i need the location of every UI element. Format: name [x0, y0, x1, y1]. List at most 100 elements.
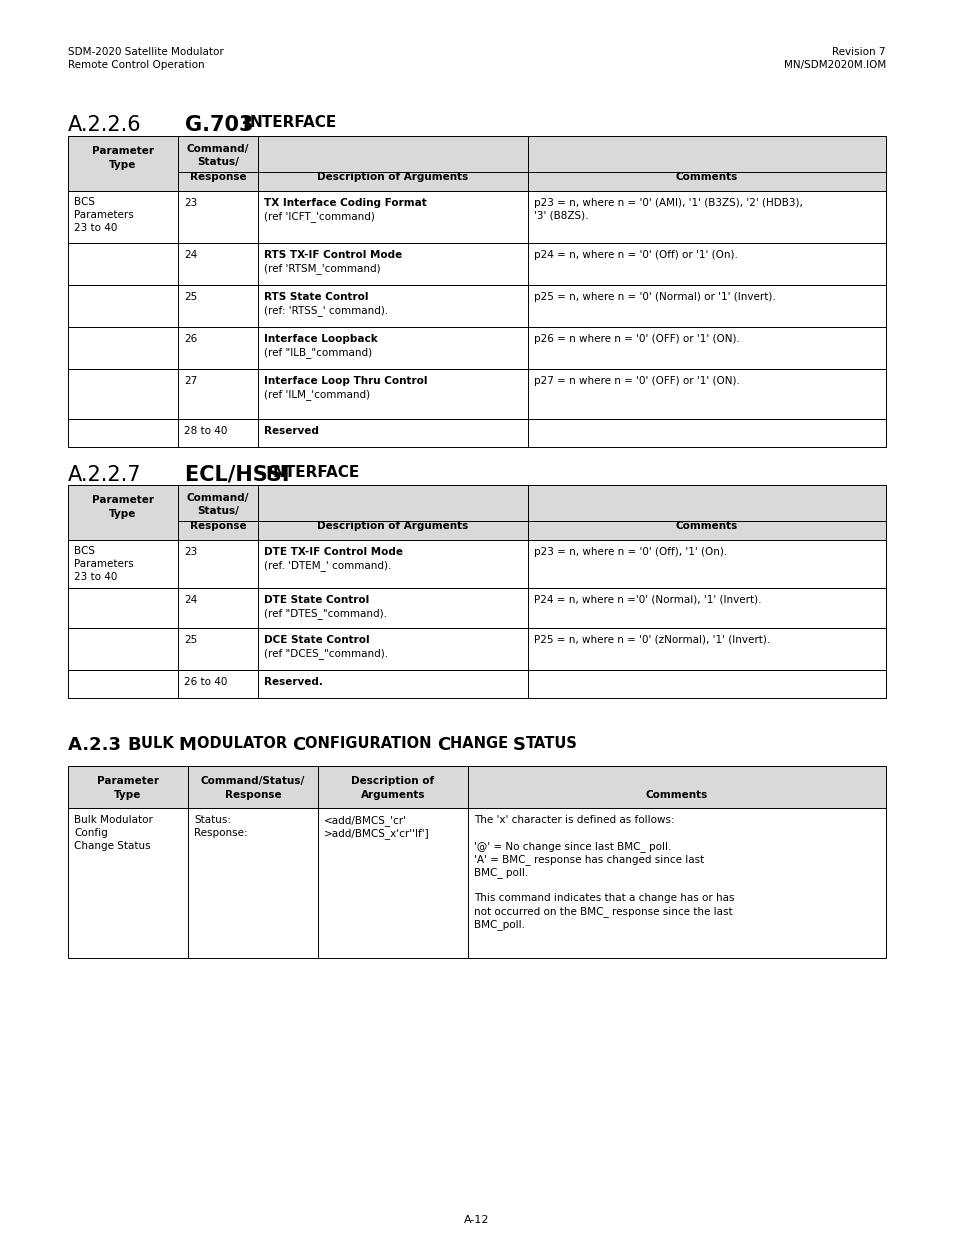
Text: Parameters: Parameters	[74, 210, 133, 220]
Text: Status/: Status/	[197, 506, 238, 516]
Text: Command/: Command/	[187, 493, 249, 503]
Text: Response: Response	[190, 521, 246, 531]
Text: ODULATOR: ODULATOR	[196, 736, 292, 751]
Text: (ref "DCES_"command).: (ref "DCES_"command).	[264, 648, 388, 659]
Text: BCS: BCS	[74, 546, 95, 556]
Text: p23 = n, where n = '0' (AMI), '1' (B3ZS), '2' (HDB3),: p23 = n, where n = '0' (AMI), '1' (B3ZS)…	[534, 198, 802, 207]
Text: Type: Type	[114, 790, 142, 800]
Text: 27: 27	[184, 375, 197, 387]
Text: Description of Arguments: Description of Arguments	[317, 172, 468, 182]
Text: (ref "DTES_"command).: (ref "DTES_"command).	[264, 608, 387, 619]
Text: Status:: Status:	[193, 815, 231, 825]
Bar	[68, 588, 885, 629]
Text: TATUS: TATUS	[526, 736, 578, 751]
Text: RTS State Control: RTS State Control	[264, 291, 368, 303]
Text: 26 to 40: 26 to 40	[184, 677, 227, 687]
Text: I: I	[265, 466, 272, 483]
Bar	[68, 419, 885, 447]
Text: (ref "ILB_"command): (ref "ILB_"command)	[264, 347, 372, 358]
Text: DTE State Control: DTE State Control	[264, 595, 369, 605]
Text: BMC_poll.: BMC_poll.	[474, 919, 524, 930]
Text: (ref 'ILM_'command): (ref 'ILM_'command)	[264, 389, 370, 400]
Text: 25: 25	[184, 635, 197, 645]
Bar	[68, 327, 885, 369]
Text: 23: 23	[184, 547, 197, 557]
Text: (ref: 'RTSS_' command).: (ref: 'RTSS_' command).	[264, 305, 388, 316]
Text: (ref 'RTSM_'command): (ref 'RTSM_'command)	[264, 263, 380, 274]
Text: TX Interface Coding Format: TX Interface Coding Format	[264, 198, 426, 207]
Text: Bulk Modulator: Bulk Modulator	[74, 815, 152, 825]
Text: Change Status: Change Status	[74, 841, 151, 851]
Text: Parameters: Parameters	[74, 559, 133, 569]
Text: ECL/HSSI: ECL/HSSI	[185, 466, 296, 485]
Text: BCS: BCS	[74, 198, 95, 207]
Bar	[68, 191, 885, 243]
Text: P25 = n, where n = '0' (zNormal), '1' (Invert).: P25 = n, where n = '0' (zNormal), '1' (I…	[534, 635, 769, 645]
Bar	[68, 243, 885, 285]
Text: 24: 24	[184, 595, 197, 605]
Text: Description of: Description of	[351, 776, 435, 785]
Text: Response:: Response:	[193, 827, 248, 839]
Text: >add/BMCS_x'cr''lf']: >add/BMCS_x'cr''lf']	[324, 827, 429, 839]
Bar	[68, 136, 885, 191]
Text: not occurred on the BMC_ response since the last: not occurred on the BMC_ response since …	[474, 906, 732, 916]
Text: NTERFACE: NTERFACE	[273, 466, 360, 480]
Text: Type: Type	[110, 161, 136, 170]
Text: Comments: Comments	[675, 521, 738, 531]
Text: 23 to 40: 23 to 40	[74, 572, 117, 582]
Text: A.2.2.7: A.2.2.7	[68, 466, 141, 485]
Text: G.703: G.703	[185, 115, 260, 135]
Text: This command indicates that a change has or has: This command indicates that a change has…	[474, 893, 734, 903]
Text: The 'x' character is defined as follows:: The 'x' character is defined as follows:	[474, 815, 674, 825]
Bar	[68, 671, 885, 698]
Text: Type: Type	[110, 509, 136, 519]
Text: Status/: Status/	[197, 157, 238, 167]
Text: '3' (B8ZS).: '3' (B8ZS).	[534, 211, 588, 221]
Text: NTERFACE: NTERFACE	[250, 115, 337, 130]
Text: RTS TX-IF Control Mode: RTS TX-IF Control Mode	[264, 249, 402, 261]
Text: Parameter: Parameter	[91, 495, 153, 505]
Text: A.2.3: A.2.3	[68, 736, 127, 755]
Text: p23 = n, where n = '0' (Off), '1' (On).: p23 = n, where n = '0' (Off), '1' (On).	[534, 547, 726, 557]
Text: P24 = n, where n ='0' (Normal), '1' (Invert).: P24 = n, where n ='0' (Normal), '1' (Inv…	[534, 595, 760, 605]
Text: Parameter: Parameter	[91, 146, 153, 156]
Text: Command/: Command/	[187, 144, 249, 154]
Text: M: M	[178, 736, 196, 755]
Text: p25 = n, where n = '0' (Normal) or '1' (Invert).: p25 = n, where n = '0' (Normal) or '1' (…	[534, 291, 775, 303]
Text: MN/SDM2020M.IOM: MN/SDM2020M.IOM	[783, 61, 885, 70]
Text: A-12: A-12	[464, 1215, 489, 1225]
Text: Command/Status/: Command/Status/	[201, 776, 305, 785]
Bar	[68, 369, 885, 419]
Text: Response: Response	[190, 172, 246, 182]
Text: (ref 'ICFT_'command): (ref 'ICFT_'command)	[264, 211, 375, 222]
Text: Parameter: Parameter	[97, 776, 159, 785]
Text: p26 = n where n = '0' (OFF) or '1' (ON).: p26 = n where n = '0' (OFF) or '1' (ON).	[534, 333, 740, 345]
Bar	[68, 540, 885, 588]
Text: 23: 23	[184, 198, 197, 207]
Text: 26: 26	[184, 333, 197, 345]
Text: Description of Arguments: Description of Arguments	[317, 521, 468, 531]
Text: p24 = n, where n = '0' (Off) or '1' (On).: p24 = n, where n = '0' (Off) or '1' (On)…	[534, 249, 737, 261]
Text: DTE TX-IF Control Mode: DTE TX-IF Control Mode	[264, 547, 402, 557]
Text: Reserved: Reserved	[264, 426, 318, 436]
Text: ULK: ULK	[141, 736, 178, 751]
Text: S: S	[513, 736, 526, 755]
Text: 'A' = BMC_ response has changed since last: 'A' = BMC_ response has changed since la…	[474, 853, 703, 864]
Text: B: B	[127, 736, 141, 755]
Text: SDM-2020 Satellite Modulator: SDM-2020 Satellite Modulator	[68, 47, 224, 57]
Bar	[68, 285, 885, 327]
Text: A.2.2.6: A.2.2.6	[68, 115, 141, 135]
Text: p27 = n where n = '0' (OFF) or '1' (ON).: p27 = n where n = '0' (OFF) or '1' (ON).	[534, 375, 740, 387]
Text: 28 to 40: 28 to 40	[184, 426, 227, 436]
Text: <add/BMCS_'cr': <add/BMCS_'cr'	[324, 815, 407, 826]
Text: 24: 24	[184, 249, 197, 261]
Text: C: C	[292, 736, 305, 755]
Text: Comments: Comments	[675, 172, 738, 182]
Text: I: I	[242, 115, 249, 133]
Text: (ref. 'DTEM_' command).: (ref. 'DTEM_' command).	[264, 559, 391, 571]
Text: Response: Response	[225, 790, 281, 800]
Text: HANGE: HANGE	[450, 736, 513, 751]
Text: Revision 7: Revision 7	[832, 47, 885, 57]
Text: 23 to 40: 23 to 40	[74, 224, 117, 233]
Text: C: C	[436, 736, 450, 755]
